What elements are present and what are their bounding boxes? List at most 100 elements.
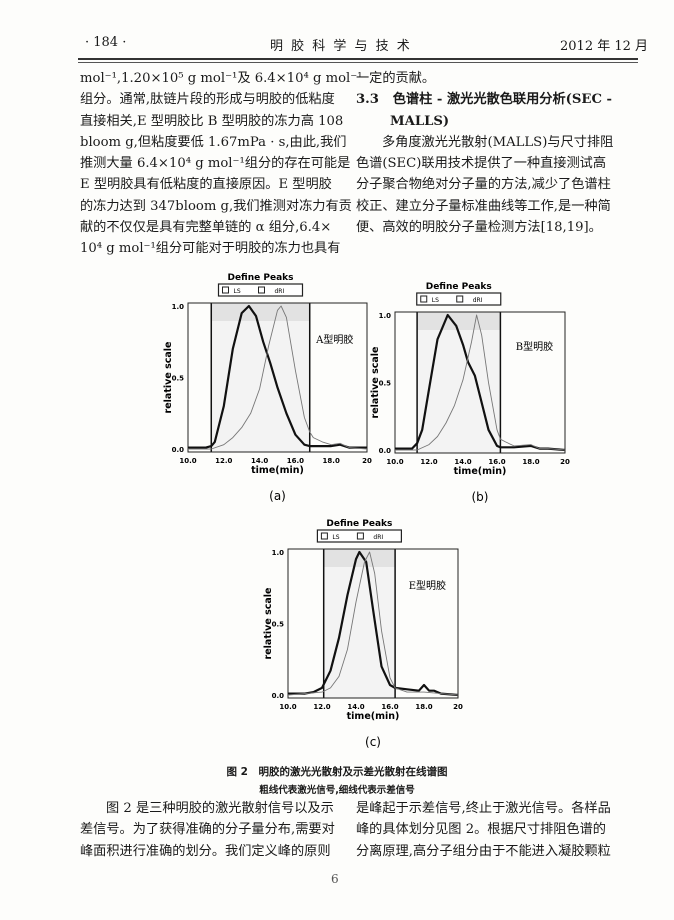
y-tick-label: 0.0	[272, 692, 285, 700]
series-dri-line	[287, 551, 459, 696]
sample-annotation: A型明胶	[315, 333, 353, 346]
plot-frame	[187, 302, 368, 453]
x-tick-label: 20	[362, 457, 372, 465]
figure-caption: 图 2 明胶的激光光散射及示差光散射在线谱图	[226, 766, 448, 778]
text-line: 峰面积进行准确的划分。我们定义峰的原则	[80, 843, 331, 859]
x-tick-label: 12.0	[420, 458, 437, 466]
legend-dri: dRI	[274, 288, 284, 295]
text-line: E 型明胶具有低粘度的直接原因。E 型明胶	[80, 177, 332, 193]
series-ls-line	[188, 304, 367, 449]
text-line: 组分。通常,肽链片段的形成与明胶的低粘度	[80, 92, 335, 108]
x-tick-label: 10.0	[386, 458, 403, 466]
text-line: 推测大量 6.4×10⁴ g mol⁻¹组分的存在可能是	[80, 156, 351, 172]
ls-checkbox	[320, 532, 328, 540]
legend-ls: LS	[233, 288, 240, 295]
ls-checkbox	[221, 286, 229, 294]
x-tick-label: 16.0	[488, 458, 505, 466]
y-axis-label: relative scale	[263, 588, 274, 660]
text-line: 多角度激光光散射(MALLS)与尺寸排阻	[382, 134, 614, 150]
text-line: 差信号。为了获得准确的分子量分布,需要对	[80, 822, 335, 838]
plot-frame	[287, 548, 459, 699]
panel-label: (c)	[365, 735, 381, 749]
y-tick-label: 1.0	[172, 303, 185, 311]
header-rule	[78, 62, 638, 63]
text-line: 分子聚合物绝对分子量的方法,减少了色谱柱	[356, 177, 611, 193]
text-line: 是峰起于示差信号,终止于激光信号。各样品	[356, 801, 611, 816]
legend-box	[416, 292, 502, 306]
text-line: 色谱(SEC)联用技术提供了一种直接测试高	[356, 156, 607, 172]
peak-window-top-shade	[211, 303, 310, 321]
section-title: 色谱柱 - 激光光散色联用分析(SEC -	[392, 92, 613, 108]
x-tick-label: 10.0	[279, 703, 296, 711]
page-number: · 184 ·	[85, 35, 127, 50]
section-title-cont: MALLS)	[390, 113, 450, 129]
sample-annotation: B型明胶	[516, 340, 553, 353]
y-tick-label: 0.5	[379, 380, 392, 388]
legend-box	[316, 529, 402, 543]
panel-label: (b)	[472, 490, 489, 504]
text-line: 一定的贡献。	[356, 71, 436, 86]
x-axis-label: time(min)	[347, 711, 400, 722]
y-tick-label: 0.5	[272, 621, 285, 629]
x-tick-label: 14.0	[251, 457, 268, 465]
text-line: 献的不仅仅是具有完整单链的 α 组分,6.4×	[80, 220, 332, 236]
text-line: bloom g,但粘度要低 1.67mPa · s,由此,我们	[80, 134, 347, 150]
text-line: mol⁻¹,1.20×10⁵ g mol⁻¹及 6.4×10⁴ g mol⁻¹	[80, 71, 363, 86]
dri-checkbox	[456, 295, 464, 303]
x-tick-label: 14.0	[347, 703, 364, 711]
header-rule	[78, 58, 638, 60]
left-column: mol⁻¹,1.20×10⁵ g mol⁻¹及 6.4×10⁴ g mol⁻¹ …	[80, 68, 363, 260]
text-line: 的冻力达到 347bloom g,我们推测对冻力有贡	[80, 198, 352, 214]
legend-dri: dRI	[373, 534, 383, 541]
y-axis-label: relative scale	[163, 342, 174, 414]
x-axis-label: time(min)	[454, 466, 507, 477]
x-tick-label: 20	[453, 703, 463, 711]
legend-dri: dRI	[473, 297, 483, 304]
plot-frame	[394, 311, 566, 454]
series-ls-line	[395, 313, 566, 452]
series-dri-line	[188, 305, 368, 450]
y-tick-label: 0.5	[172, 375, 185, 383]
section-number: 3.3	[356, 92, 379, 108]
text-line: 峰的具体划分见图 2。根据尺寸排阻色谱的	[356, 822, 606, 838]
y-tick-label: 0.0	[172, 446, 185, 454]
sample-annotation: E型明胶	[409, 579, 446, 592]
figure-subcaption: 粗线代表激光信号,细线代表示差信号	[259, 785, 415, 796]
panel-label: (a)	[269, 489, 286, 503]
bottom-right-column: 是峰起于示差信号,终止于激光信号。各样品 峰的具体划分见图 2。根据尺寸排阻色谱…	[356, 798, 611, 862]
x-tick-label: 18.0	[323, 457, 340, 465]
x-tick-label: 14.0	[454, 458, 471, 466]
journal-name: 明 胶 科 学 与 技 术	[270, 39, 412, 54]
bottom-left-column: 图 2 是三种明胶的激光散射信号以及示 差信号。为了获得准确的分子量分布,需要对…	[80, 798, 335, 862]
chart-title: Define Peaks	[227, 273, 293, 283]
text-line: 图 2 是三种明胶的激光散射信号以及示	[106, 801, 334, 816]
y-tick-label: 0.0	[379, 447, 392, 455]
chart-title: Define Peaks	[426, 282, 492, 292]
legend-ls: LS	[432, 297, 439, 304]
dri-checkbox	[356, 532, 364, 540]
x-tick-label: 16.0	[381, 703, 398, 711]
y-tick-label: 1.0	[272, 549, 285, 557]
series-ls-line	[288, 550, 459, 697]
ls-checkbox	[420, 295, 428, 303]
x-tick-label: 12.0	[313, 703, 330, 711]
section-heading: 3.3 色谱柱 - 激光光散色联用分析(SEC -	[356, 89, 613, 110]
peak-window-top-shade	[323, 549, 396, 567]
x-tick-label: 16.0	[287, 457, 304, 465]
x-axis-label: time(min)	[251, 465, 304, 476]
series-dri-line	[395, 314, 566, 451]
footer-page-number: 6	[331, 872, 339, 886]
legend-ls: LS	[332, 534, 339, 541]
x-tick-label: 10.0	[179, 457, 196, 465]
x-tick-label: 18.0	[415, 703, 432, 711]
x-tick-label: 12.0	[215, 457, 232, 465]
text-line: 便、高效的明胶分子量检测方法[18,19]。	[356, 220, 602, 236]
dri-checkbox	[257, 286, 265, 294]
y-axis-label: relative scale	[370, 347, 381, 419]
x-tick-label: 18.0	[522, 458, 539, 466]
x-tick-label: 20	[560, 458, 570, 466]
